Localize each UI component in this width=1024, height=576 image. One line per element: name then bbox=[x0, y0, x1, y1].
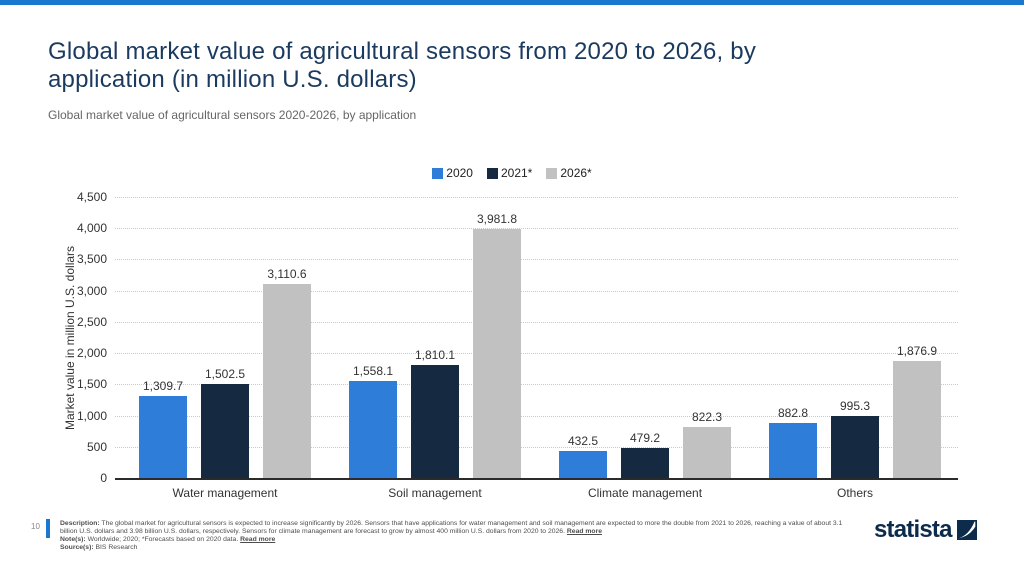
notes-label: Note(s): bbox=[60, 536, 86, 543]
description-label: Description: bbox=[60, 520, 100, 527]
footer-text: Description: The global market for agric… bbox=[60, 520, 850, 552]
notes-text: Worldwide; 2020; *Forecasts based on 202… bbox=[87, 536, 239, 543]
x-category-label: Climate management bbox=[587, 486, 703, 500]
y-tick-label: 3,000 bbox=[76, 283, 107, 298]
description-read-more-link[interactable]: Read more bbox=[566, 528, 603, 535]
bar-value-label: 432.5 bbox=[567, 433, 599, 448]
x-category-label: Soil management bbox=[388, 486, 482, 500]
notes-line: Note(s): Worldwide; 2020; *Forecasts bas… bbox=[60, 536, 850, 544]
x-category-label: Water management bbox=[172, 486, 278, 500]
footer: 10 Description: The global market for ag… bbox=[0, 516, 1024, 576]
legend-label: 2021* bbox=[500, 166, 533, 180]
x-axis-line bbox=[115, 478, 958, 480]
legend-item-2020: 2020 bbox=[432, 166, 473, 180]
y-tick-label: 1,500 bbox=[76, 377, 107, 392]
legend-label: 2020 bbox=[446, 166, 473, 180]
bar-value-label: 3,981.8 bbox=[476, 212, 518, 227]
source-text: BIS Research bbox=[95, 544, 138, 551]
bar-2026-water-management bbox=[263, 283, 311, 478]
bar-value-label: 995.3 bbox=[839, 398, 871, 413]
page-title: Global market value of agricultural sens… bbox=[48, 38, 757, 93]
bar-value-label: 3,110.6 bbox=[267, 266, 307, 281]
footer-accent-bar bbox=[46, 519, 50, 538]
statista-logo[interactable]: statista bbox=[874, 516, 977, 543]
gridline bbox=[115, 446, 958, 448]
x-category-label: Others bbox=[836, 486, 873, 500]
description-text: The global market for agricultural senso… bbox=[60, 520, 843, 535]
y-tick-label: 500 bbox=[86, 439, 107, 454]
legend-item-2021: 2021* bbox=[486, 166, 533, 180]
bar-value-label: 1,309.7 bbox=[142, 379, 184, 394]
y-tick-label: 2,000 bbox=[76, 346, 107, 361]
bar-value-label: 1,810.1 bbox=[414, 347, 456, 362]
y-tick-label: 4,000 bbox=[76, 221, 107, 236]
gridline bbox=[115, 197, 958, 198]
gridline bbox=[115, 290, 958, 292]
top-accent-bar bbox=[0, 0, 1024, 5]
y-axis-title: Market value in million U.S. dollars bbox=[63, 245, 77, 430]
y-tick-label: 2,500 bbox=[76, 314, 107, 329]
notes-read-more-link[interactable]: Read more bbox=[240, 536, 276, 543]
y-tick-label: 4,500 bbox=[76, 190, 107, 204]
bar-2020-soil-management bbox=[349, 380, 397, 478]
legend-item-2026: 2026* bbox=[546, 166, 592, 180]
bar-2021-soil-management bbox=[411, 364, 459, 478]
legend-label: 2026* bbox=[560, 166, 592, 180]
bar-value-label: 1,558.1 bbox=[352, 363, 394, 378]
bar-2026-soil-management bbox=[473, 229, 521, 478]
bar-2020-water-management bbox=[139, 396, 187, 478]
statista-logo-mark bbox=[956, 520, 977, 540]
gridline bbox=[115, 321, 958, 323]
statista-logo-text: statista bbox=[874, 516, 952, 543]
page-number: 10 bbox=[31, 522, 40, 531]
bar-2021-climate-management bbox=[621, 448, 669, 478]
y-tick-label: 3,500 bbox=[76, 252, 107, 267]
source-line: Source(s): BIS Research bbox=[60, 544, 850, 552]
page-subtitle: Global market value of agricultural sens… bbox=[48, 108, 417, 122]
bar-2026-climate-management bbox=[683, 426, 731, 478]
bar-value-label: 479.2 bbox=[629, 431, 661, 446]
bar-value-label: 1,502.5 bbox=[204, 367, 246, 382]
gridline bbox=[115, 228, 958, 230]
gridline bbox=[115, 353, 958, 355]
legend-swatch-2021 bbox=[486, 167, 498, 179]
gridline bbox=[115, 259, 958, 261]
bar-value-label: 1,876.9 bbox=[896, 343, 938, 358]
gridline bbox=[115, 415, 958, 417]
bar-2020-others bbox=[769, 422, 817, 478]
source-label: Source(s): bbox=[60, 544, 94, 551]
chart-legend: 2020 2021* 2026* bbox=[0, 165, 1024, 181]
legend-swatch-2026 bbox=[546, 167, 558, 179]
y-tick-label: 0 bbox=[100, 471, 107, 485]
bar-value-label: 822.3 bbox=[691, 409, 723, 424]
y-tick-label: 1,000 bbox=[76, 408, 107, 423]
gridline bbox=[115, 384, 958, 386]
bar-2026-others bbox=[893, 360, 941, 478]
bar-2021-water-management bbox=[201, 384, 249, 478]
legend-swatch-2020 bbox=[432, 167, 444, 179]
bar-2021-others bbox=[831, 415, 879, 478]
plot-area: Market value in million U.S. dollars 0 50… bbox=[63, 190, 958, 500]
bar-2020-climate-management bbox=[559, 450, 607, 478]
bar-value-label: 882.8 bbox=[777, 405, 809, 420]
description-line: Description: The global market for agric… bbox=[60, 520, 850, 536]
